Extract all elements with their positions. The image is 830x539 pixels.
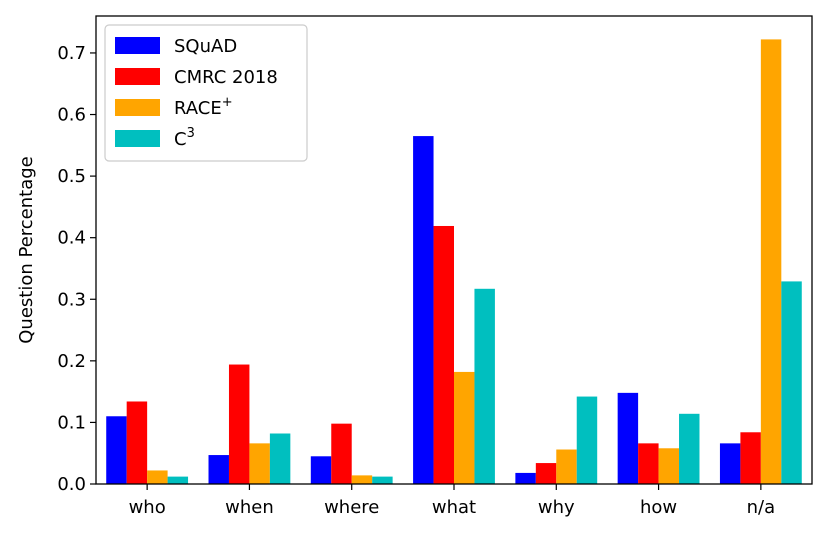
bar-race--na [761, 39, 781, 484]
bar-cmrc-2018-when [229, 365, 249, 484]
y-tick-label: 0.3 [57, 289, 86, 310]
bar-squad-when [209, 455, 229, 484]
y-axis-label: Question Percentage [16, 156, 37, 344]
x-tick-label: what [432, 497, 476, 518]
bar-squad-na [720, 443, 740, 484]
y-tick-label: 0.4 [57, 228, 86, 249]
legend-swatch-race- [115, 99, 160, 116]
bar-squad-where [311, 456, 331, 484]
legend-swatch-squad [115, 37, 160, 54]
legend-label-squad: SQuAD [174, 36, 237, 57]
bar-squad-why [515, 473, 535, 484]
x-axis: who when where what why how n/a [129, 484, 776, 518]
bar-cmrc-2018-why [536, 463, 556, 484]
bar-squad-what [413, 136, 433, 484]
y-tick-label: 0.1 [57, 412, 86, 433]
bar-squad-how [618, 393, 638, 484]
bar-race--how [659, 448, 679, 484]
bar-c3-where [372, 477, 392, 484]
bar-cmrc-2018-na [740, 432, 760, 484]
bar-race--why [556, 450, 576, 484]
bar-c3-na [781, 281, 801, 484]
bar-cmrc-2018-who [127, 401, 147, 484]
bar-cmrc-2018-where [331, 424, 351, 484]
x-tick-label: how [640, 497, 677, 518]
legend-label-cmrc-2018: CMRC 2018 [174, 67, 278, 88]
x-tick-label: where [324, 497, 379, 518]
x-tick-label: why [538, 497, 575, 518]
y-tick-label: 0.7 [57, 43, 86, 64]
y-tick-label: 0.5 [57, 166, 86, 187]
x-tick-label: n/a [747, 497, 776, 518]
bar-race--what [454, 372, 474, 484]
x-tick-label: who [129, 497, 166, 518]
bar-c3-when [270, 434, 290, 484]
bar-race--when [249, 443, 269, 484]
bar-cmrc-2018-what [434, 226, 454, 484]
y-tick-label: 0.6 [57, 105, 86, 126]
bar-squad-who [106, 416, 126, 484]
bar-c3-why [577, 397, 597, 484]
legend-swatch-c3 [115, 130, 160, 147]
bar-c3-who [168, 477, 188, 484]
y-tick-label: 0.2 [57, 351, 86, 372]
x-tick-label: when [225, 497, 274, 518]
legend-swatch-cmrc-2018 [115, 68, 160, 85]
bar-race--who [147, 470, 167, 484]
bar-c3-how [679, 414, 699, 484]
y-tick-label: 0.0 [57, 474, 86, 495]
bar-cmrc-2018-how [638, 443, 658, 484]
y-axis: 0.0 0.1 0.2 0.3 0.4 0.5 0.6 0.7 [57, 43, 96, 495]
bar-race--where [352, 475, 372, 484]
bar-c3-what [474, 289, 494, 484]
